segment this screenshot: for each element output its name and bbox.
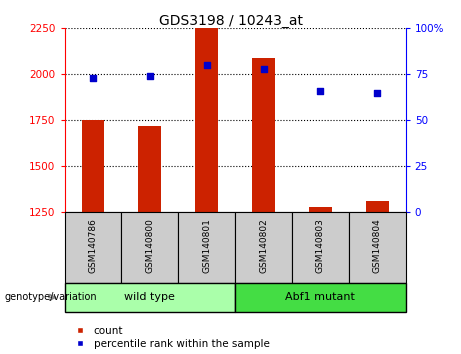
Point	[260, 66, 267, 72]
Text: GSM140800: GSM140800	[145, 218, 154, 273]
Text: GSM140803: GSM140803	[316, 218, 325, 273]
Text: GDS3198 / 10243_at: GDS3198 / 10243_at	[159, 14, 302, 28]
Point	[203, 62, 210, 68]
Text: GSM140801: GSM140801	[202, 218, 211, 273]
Text: GSM140804: GSM140804	[373, 218, 382, 273]
Bar	[292, 212, 349, 283]
Point	[317, 88, 324, 94]
Text: Abf1 mutant: Abf1 mutant	[285, 292, 355, 302]
Legend: count, percentile rank within the sample: count, percentile rank within the sample	[70, 326, 270, 349]
Point	[146, 73, 154, 79]
Bar	[121, 212, 178, 283]
Text: GSM140786: GSM140786	[89, 218, 97, 273]
Bar	[366, 201, 389, 212]
Bar	[349, 212, 406, 283]
Point	[373, 90, 381, 96]
Bar	[309, 207, 332, 212]
Bar	[235, 283, 406, 312]
Bar	[235, 212, 292, 283]
Point	[89, 75, 97, 81]
Text: wild type: wild type	[124, 292, 175, 302]
Bar	[65, 283, 235, 312]
Bar	[195, 28, 218, 212]
Bar	[82, 120, 104, 212]
Text: GSM140802: GSM140802	[259, 218, 268, 273]
Text: genotype/variation: genotype/variation	[5, 292, 97, 302]
Bar	[252, 58, 275, 212]
Bar	[178, 212, 235, 283]
Bar	[65, 212, 121, 283]
Bar	[138, 126, 161, 212]
